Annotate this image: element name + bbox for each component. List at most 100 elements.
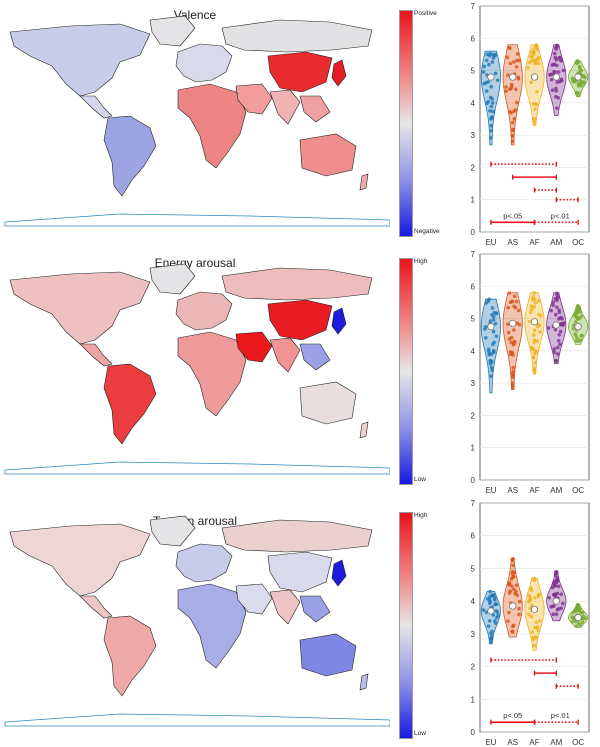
data-point-am [558, 79, 562, 84]
data-point-af [529, 80, 533, 85]
data-point-as [511, 381, 515, 386]
tension-colorbar-low-label: Low [414, 730, 426, 737]
data-point-oc [580, 333, 584, 338]
data-point-am [555, 305, 559, 309]
x-tick-label-af: AF [529, 238, 539, 247]
data-point-oc [577, 316, 581, 321]
data-point-am [550, 63, 555, 67]
data-point-af [532, 297, 537, 301]
energy-world-map [4, 263, 390, 475]
violin-af [524, 44, 545, 126]
data-point-oc [576, 60, 581, 64]
data-point-am [561, 601, 565, 606]
data-point-af [533, 351, 537, 356]
data-point-as [510, 120, 515, 125]
map-region-north-america [9, 271, 151, 345]
data-point-eu [488, 640, 493, 645]
data-point-am [559, 606, 564, 610]
data-point-eu [486, 347, 491, 352]
data-point-eu [481, 70, 486, 74]
data-point-as [516, 308, 521, 313]
map-region-greenland [149, 15, 196, 47]
data-point-am [552, 581, 556, 586]
data-point-oc [575, 624, 579, 628]
y-tick-label: 3 [471, 131, 476, 140]
data-point-af [535, 89, 539, 94]
data-point-am [551, 592, 556, 597]
data-point-as [507, 337, 512, 341]
map-region-se-asia [299, 595, 331, 623]
data-point-am [557, 333, 562, 337]
x-tick-label-af: AF [529, 486, 539, 495]
data-point-oc [570, 611, 575, 615]
data-point-af [526, 65, 530, 70]
data-point-as [517, 58, 521, 63]
y-tick-label: 5 [471, 315, 476, 324]
data-point-eu [490, 306, 495, 310]
legend-p05-label: p<.05 [503, 711, 522, 720]
data-point-oc [570, 615, 574, 620]
data-point-as [507, 291, 512, 295]
data-point-as [511, 127, 515, 132]
data-point-eu [487, 62, 491, 67]
data-point-oc [578, 310, 583, 314]
data-point-oc [577, 307, 581, 312]
data-point-af [538, 618, 542, 623]
x-tick-label-oc: OC [572, 738, 584, 747]
data-point-oc [571, 326, 576, 331]
data-point-oc [577, 64, 582, 69]
data-point-af [534, 620, 539, 625]
data-point-am [554, 86, 558, 91]
data-point-as [517, 606, 521, 611]
data-point-am [554, 358, 558, 363]
data-point-eu [485, 101, 489, 106]
data-point-as [514, 65, 519, 69]
data-point-af [533, 360, 538, 365]
data-point-am [549, 308, 553, 313]
median-marker-af [530, 318, 539, 326]
data-point-eu [489, 135, 493, 140]
data-point-oc [577, 91, 582, 95]
data-point-af [529, 54, 533, 59]
data-point-as [517, 322, 522, 327]
data-point-as [508, 110, 512, 114]
data-point-am [557, 317, 561, 321]
data-point-eu [488, 589, 492, 594]
map-region-middle-east [235, 583, 273, 615]
data-point-af [531, 346, 535, 351]
data-point-as [511, 385, 515, 390]
data-point-as [508, 61, 513, 66]
data-point-as [513, 591, 517, 596]
map-region-australia [299, 133, 357, 177]
data-point-eu [481, 608, 486, 612]
data-point-am [551, 300, 556, 304]
map-region-south-america [103, 115, 157, 197]
median-marker-eu [487, 323, 495, 331]
data-point-af [538, 330, 542, 334]
data-point-af [535, 47, 540, 52]
data-point-af [536, 312, 541, 317]
map-region-japan [331, 307, 347, 335]
data-point-as [509, 577, 514, 581]
data-point-am [550, 88, 555, 92]
data-point-am [559, 322, 564, 326]
data-point-af [533, 300, 538, 305]
data-point-oc [573, 319, 578, 324]
data-point-as [517, 612, 521, 617]
data-point-af [532, 121, 537, 125]
data-point-as [504, 85, 508, 89]
x-tick-label-as: AS [507, 738, 518, 747]
energy-panel: Energy arousal High Low 0 1 2 3 4 5 6 7 EU AS AF AM… [0, 248, 600, 495]
map-region-north-america [9, 23, 151, 97]
data-point-eu [488, 599, 492, 604]
y-tick-label: 4 [471, 99, 476, 108]
data-point-eu [484, 301, 489, 305]
data-point-am [555, 577, 560, 582]
tension-world-map [4, 515, 390, 727]
violin-as [502, 292, 523, 391]
y-tick-label: 6 [471, 34, 476, 43]
data-point-af [536, 628, 541, 633]
data-point-as [511, 365, 516, 370]
data-point-am [558, 58, 563, 63]
valence-colorbar-high-label: Positive [414, 10, 437, 17]
